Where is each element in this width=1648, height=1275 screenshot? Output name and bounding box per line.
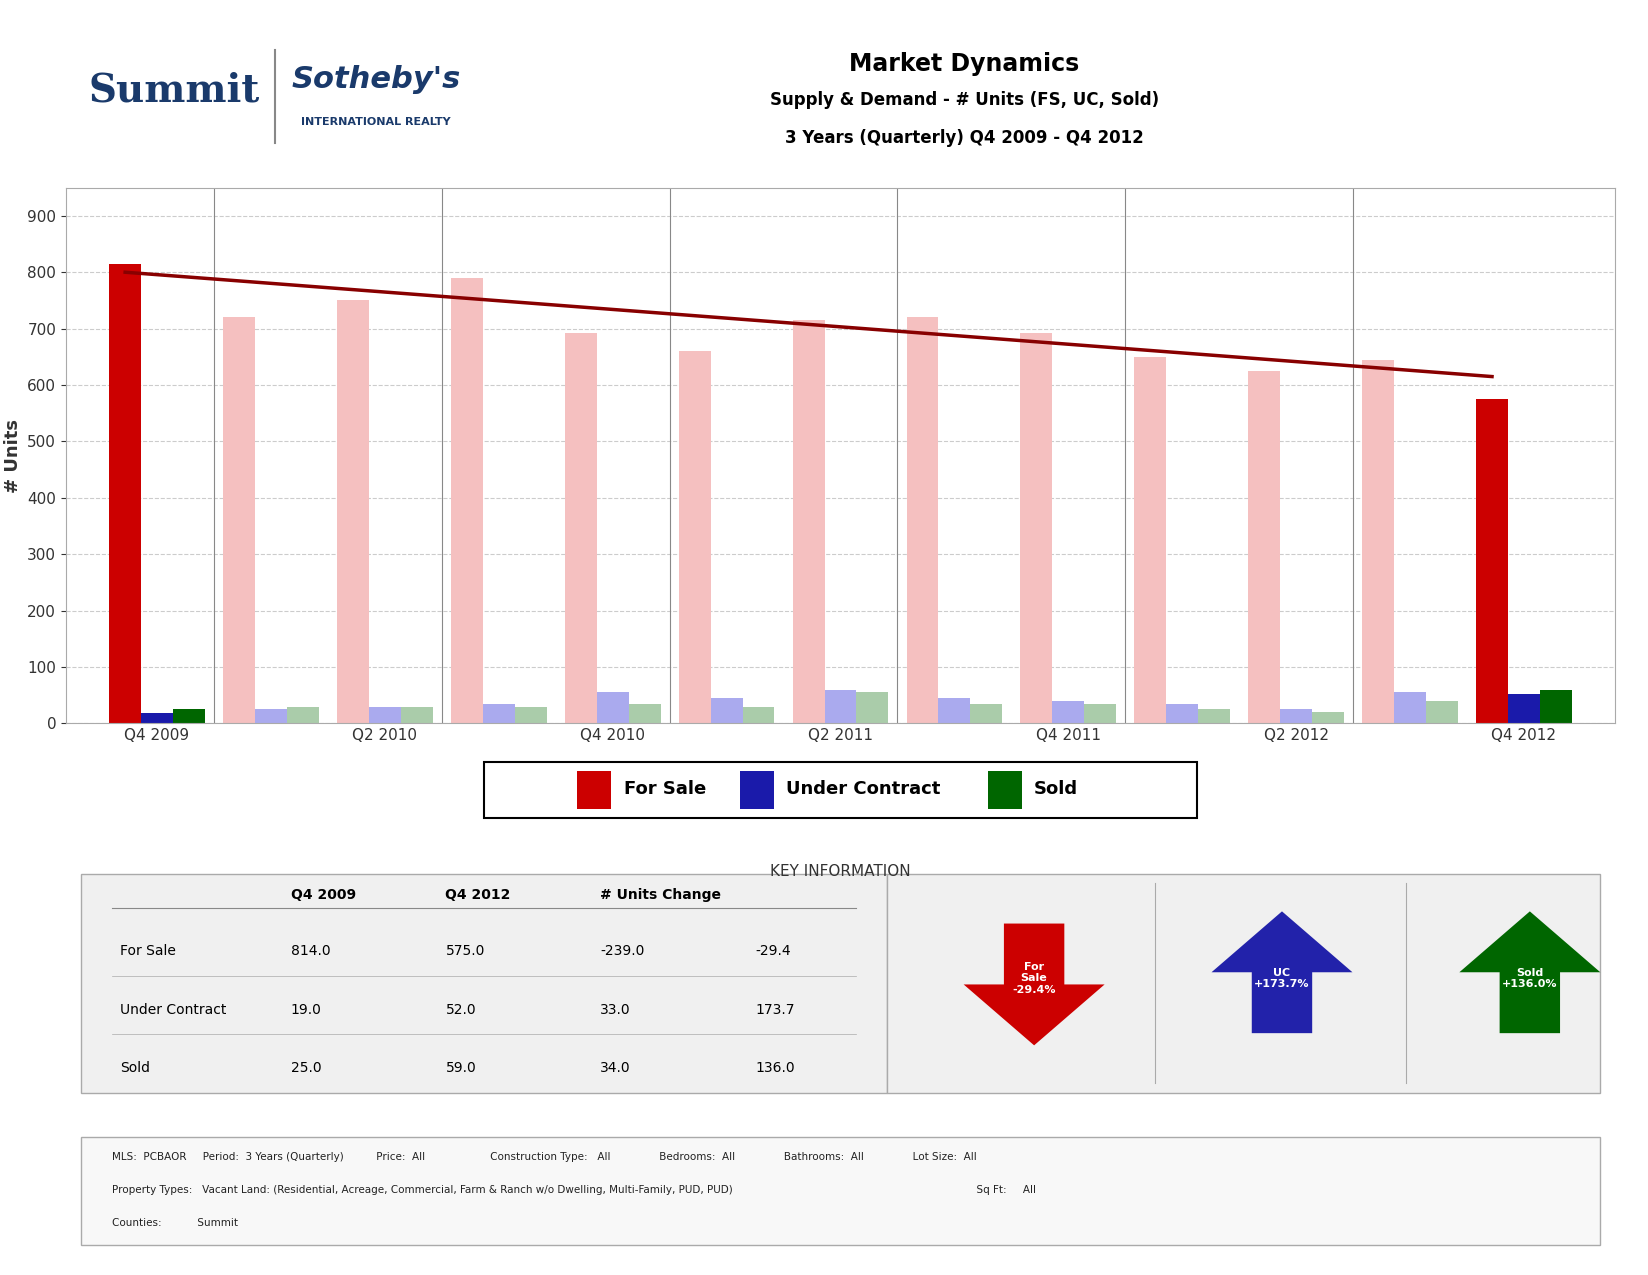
Text: Q4 2012: Q4 2012 <box>445 889 511 903</box>
Bar <box>597 692 628 723</box>
Bar <box>1167 704 1198 723</box>
Bar <box>1363 360 1394 723</box>
Text: 34.0: 34.0 <box>600 1061 631 1075</box>
Text: Q4 2009: Q4 2009 <box>290 889 356 903</box>
Bar <box>1053 701 1084 723</box>
Text: Sold: Sold <box>1033 779 1078 798</box>
Bar <box>710 699 743 723</box>
Text: Supply & Demand - # Units (FS, UC, Sold): Supply & Demand - # Units (FS, UC, Sold) <box>770 92 1159 110</box>
FancyBboxPatch shape <box>887 873 1600 1093</box>
Bar <box>679 351 710 723</box>
Text: Sotheby's: Sotheby's <box>292 65 460 93</box>
Polygon shape <box>1211 912 1353 1033</box>
Text: 575.0: 575.0 <box>445 945 485 959</box>
Polygon shape <box>964 923 1104 1046</box>
Bar <box>987 771 1022 810</box>
Text: Property Types:   Vacant Land: (Residential, Acreage, Commercial, Farm & Ranch w: Property Types: Vacant Land: (Residentia… <box>112 1186 1037 1195</box>
Bar <box>793 320 824 723</box>
Bar <box>142 713 173 723</box>
Text: INTERNATIONAL REALTY: INTERNATIONAL REALTY <box>302 117 450 128</box>
Text: Under Contract: Under Contract <box>786 779 941 798</box>
Bar <box>824 690 857 723</box>
Bar <box>336 301 369 723</box>
Bar <box>483 704 514 723</box>
Text: 19.0: 19.0 <box>290 1002 321 1016</box>
Text: 25.0: 25.0 <box>290 1061 321 1075</box>
Bar <box>222 317 255 723</box>
Text: 173.7: 173.7 <box>755 1002 794 1016</box>
Text: 33.0: 33.0 <box>600 1002 631 1016</box>
Text: Sold: Sold <box>120 1061 150 1075</box>
Bar <box>743 706 775 723</box>
Text: Counties:           Summit: Counties: Summit <box>112 1218 239 1228</box>
Bar <box>1426 701 1458 723</box>
Bar <box>938 699 971 723</box>
Text: For Sale: For Sale <box>120 945 176 959</box>
Text: For Sale: For Sale <box>623 779 705 798</box>
Bar <box>400 706 433 723</box>
Bar <box>514 706 547 723</box>
Bar <box>1394 692 1426 723</box>
Text: 52.0: 52.0 <box>445 1002 476 1016</box>
Bar <box>287 706 318 723</box>
FancyBboxPatch shape <box>81 873 887 1093</box>
Polygon shape <box>1460 912 1600 1033</box>
Text: Market Dynamics: Market Dynamics <box>849 52 1079 76</box>
Text: UC
+173.7%: UC +173.7% <box>1254 968 1310 989</box>
FancyBboxPatch shape <box>485 762 1196 819</box>
Text: -29.4: -29.4 <box>755 945 791 959</box>
Bar <box>1508 694 1539 723</box>
Bar <box>1020 333 1053 723</box>
Text: 3 Years (Quarterly) Q4 2009 - Q4 2012: 3 Years (Quarterly) Q4 2009 - Q4 2012 <box>784 129 1144 147</box>
Bar <box>109 264 142 723</box>
Bar <box>628 704 661 723</box>
Bar <box>971 704 1002 723</box>
Bar <box>740 771 775 810</box>
Bar <box>1477 399 1508 723</box>
Bar <box>577 771 611 810</box>
Text: 136.0: 136.0 <box>755 1061 794 1075</box>
Text: -239.0: -239.0 <box>600 945 644 959</box>
Bar <box>565 333 597 723</box>
Bar <box>1280 709 1312 723</box>
Text: For
Sale
-29.4%: For Sale -29.4% <box>1012 961 1056 994</box>
Bar <box>1084 704 1116 723</box>
Bar <box>452 278 483 723</box>
Text: MLS:  PCBAOR     Period:  3 Years (Quarterly)          Price:  All              : MLS: PCBAOR Period: 3 Years (Quarterly) … <box>112 1153 977 1163</box>
Bar <box>369 706 400 723</box>
Bar <box>255 709 287 723</box>
Text: Sold
+136.0%: Sold +136.0% <box>1501 968 1557 989</box>
Bar <box>857 692 888 723</box>
Bar <box>1198 709 1229 723</box>
Text: 59.0: 59.0 <box>445 1061 476 1075</box>
Text: KEY INFORMATION: KEY INFORMATION <box>770 864 911 878</box>
Bar <box>1312 713 1343 723</box>
Y-axis label: # Units: # Units <box>3 418 21 492</box>
Bar <box>1539 690 1572 723</box>
Text: Summit: Summit <box>89 71 260 110</box>
Text: # Units Change: # Units Change <box>600 889 722 903</box>
Bar <box>1134 357 1167 723</box>
Text: 814.0: 814.0 <box>290 945 330 959</box>
Bar <box>906 317 938 723</box>
FancyBboxPatch shape <box>81 1137 1600 1244</box>
Text: Under Contract: Under Contract <box>120 1002 226 1016</box>
Bar <box>1248 371 1280 723</box>
Bar <box>173 709 204 723</box>
